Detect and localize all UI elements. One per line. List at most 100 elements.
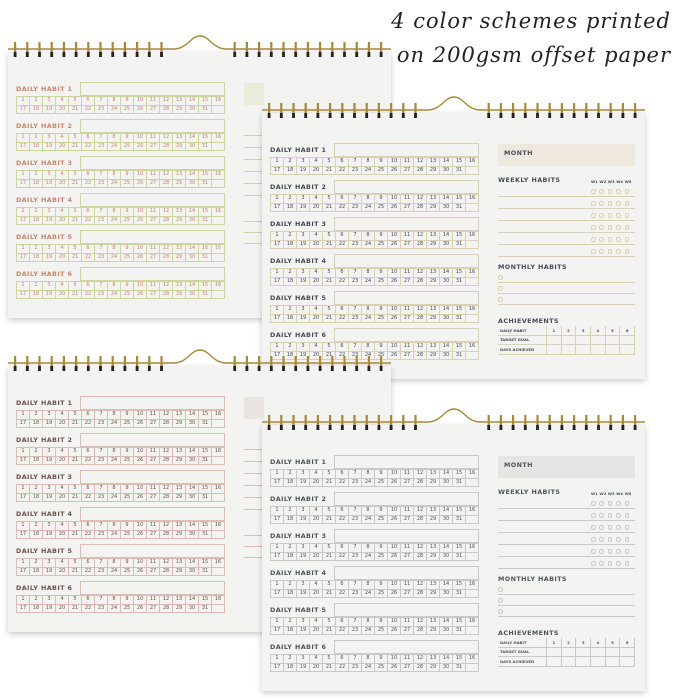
day-cell[interactable]: 22: [82, 105, 95, 114]
habit-name-field[interactable]: [80, 82, 225, 96]
day-cell[interactable]: 13: [427, 507, 440, 516]
day-cell[interactable]: 19: [43, 179, 56, 188]
day-cell[interactable]: 28: [414, 589, 427, 598]
day-cell[interactable]: 8: [108, 171, 121, 180]
day-cell[interactable]: 4: [56, 522, 69, 531]
day-cell[interactable]: 21: [69, 105, 82, 114]
day-cell[interactable]: 30: [440, 314, 453, 323]
day-cell[interactable]: 2: [284, 507, 297, 516]
day-cell[interactable]: 16: [466, 470, 479, 479]
day-cell[interactable]: 6: [82, 411, 95, 420]
day-cell[interactable]: 2: [30, 282, 43, 291]
week-checkbox-circle[interactable]: [616, 513, 621, 518]
month-field[interactable]: [244, 397, 264, 419]
day-cell[interactable]: 6: [82, 245, 95, 254]
day-cell[interactable]: 3: [43, 171, 56, 180]
day-cell[interactable]: 30: [186, 253, 199, 262]
day-cell[interactable]: 10: [388, 544, 401, 553]
day-cell[interactable]: 1: [17, 282, 30, 291]
weekly-habit-line[interactable]: [498, 520, 635, 521]
habit-name-field[interactable]: [80, 507, 225, 521]
day-cell[interactable]: 25: [121, 493, 134, 502]
week-checkbox-circle[interactable]: [607, 537, 613, 542]
day-cell[interactable]: 14: [186, 171, 199, 180]
day-cell[interactable]: 22: [82, 567, 95, 576]
day-cell[interactable]: 19: [43, 253, 56, 262]
day-cell[interactable]: 21: [69, 290, 82, 299]
day-cell[interactable]: 30: [186, 456, 199, 465]
day-cell[interactable]: 27: [401, 589, 414, 598]
day-cell[interactable]: 6: [336, 618, 349, 627]
day-cell[interactable]: 20: [310, 478, 323, 487]
day-cell[interactable]: [466, 351, 479, 360]
monthly-habit-line[interactable]: [244, 232, 264, 233]
day-cell[interactable]: 8: [108, 245, 121, 254]
day-cell[interactable]: 2: [30, 411, 43, 420]
day-cell[interactable]: 4: [310, 195, 323, 204]
day-cell[interactable]: 8: [362, 618, 375, 627]
day-cell[interactable]: 13: [427, 232, 440, 241]
day-cell[interactable]: 27: [401, 663, 414, 672]
habit-name-field[interactable]: [334, 143, 479, 157]
day-cell[interactable]: 6: [82, 97, 95, 106]
day-cell[interactable]: 10: [388, 618, 401, 627]
day-cell[interactable]: 19: [43, 419, 56, 428]
day-cell[interactable]: 12: [160, 245, 173, 254]
day-cell[interactable]: 23: [95, 493, 108, 502]
day-cell[interactable]: 19: [297, 589, 310, 598]
day-cell[interactable]: 9: [121, 245, 134, 254]
day-cell[interactable]: 4: [310, 655, 323, 664]
day-cell[interactable]: 27: [147, 216, 160, 225]
day-cell[interactable]: 3: [43, 282, 56, 291]
day-cell[interactable]: 13: [427, 655, 440, 664]
day-cell[interactable]: 21: [69, 604, 82, 613]
day-cell[interactable]: 5: [69, 448, 82, 457]
day-cell[interactable]: 12: [160, 522, 173, 531]
day-cell[interactable]: 23: [95, 290, 108, 299]
week-checkbox-circle[interactable]: [591, 525, 596, 530]
day-cell[interactable]: 23: [349, 277, 362, 286]
monthly-habit-line[interactable]: [498, 282, 635, 283]
day-cell[interactable]: 25: [375, 166, 388, 175]
day-cell[interactable]: 26: [388, 626, 401, 635]
day-cell[interactable]: 4: [310, 232, 323, 241]
day-cell[interactable]: 23: [349, 351, 362, 360]
day-cell[interactable]: 8: [108, 411, 121, 420]
day-cell[interactable]: 16: [212, 208, 225, 217]
week-checkbox-circle[interactable]: [624, 513, 630, 518]
day-cell[interactable]: 21: [323, 240, 336, 249]
day-cell[interactable]: 22: [336, 351, 349, 360]
day-cell[interactable]: 21: [323, 277, 336, 286]
day-cell[interactable]: 5: [323, 343, 336, 352]
day-cell[interactable]: 12: [160, 208, 173, 217]
day-cell[interactable]: 11: [401, 470, 414, 479]
day-cell[interactable]: [212, 105, 225, 114]
day-cell[interactable]: 21: [323, 478, 336, 487]
day-cell[interactable]: 10: [388, 195, 401, 204]
day-cell[interactable]: 30: [186, 290, 199, 299]
day-cell[interactable]: 7: [349, 158, 362, 167]
day-cell[interactable]: 9: [375, 158, 388, 167]
day-cell[interactable]: 23: [95, 216, 108, 225]
day-cell[interactable]: [212, 216, 225, 225]
day-cell[interactable]: 8: [108, 448, 121, 457]
day-cell[interactable]: 23: [349, 166, 362, 175]
day-cell[interactable]: 19: [43, 456, 56, 465]
week-checkbox-circle[interactable]: [599, 525, 604, 530]
day-cell[interactable]: 19: [43, 604, 56, 613]
day-cell[interactable]: 8: [362, 306, 375, 315]
day-cell[interactable]: 13: [173, 485, 186, 494]
day-cell[interactable]: 31: [199, 216, 212, 225]
day-cell[interactable]: 4: [310, 507, 323, 516]
habit-name-field[interactable]: [334, 180, 479, 194]
week-checkbox-circle[interactable]: [599, 513, 604, 518]
week-checkbox-circle[interactable]: [616, 249, 621, 254]
monthly-checkbox-circle[interactable]: [498, 275, 503, 280]
day-cell[interactable]: 27: [401, 478, 414, 487]
day-cell[interactable]: 16: [466, 655, 479, 664]
day-cell[interactable]: 27: [147, 493, 160, 502]
day-cell[interactable]: 13: [173, 282, 186, 291]
day-cell[interactable]: 22: [82, 604, 95, 613]
week-checkbox-circle[interactable]: [591, 225, 596, 230]
day-cell[interactable]: 13: [427, 269, 440, 278]
